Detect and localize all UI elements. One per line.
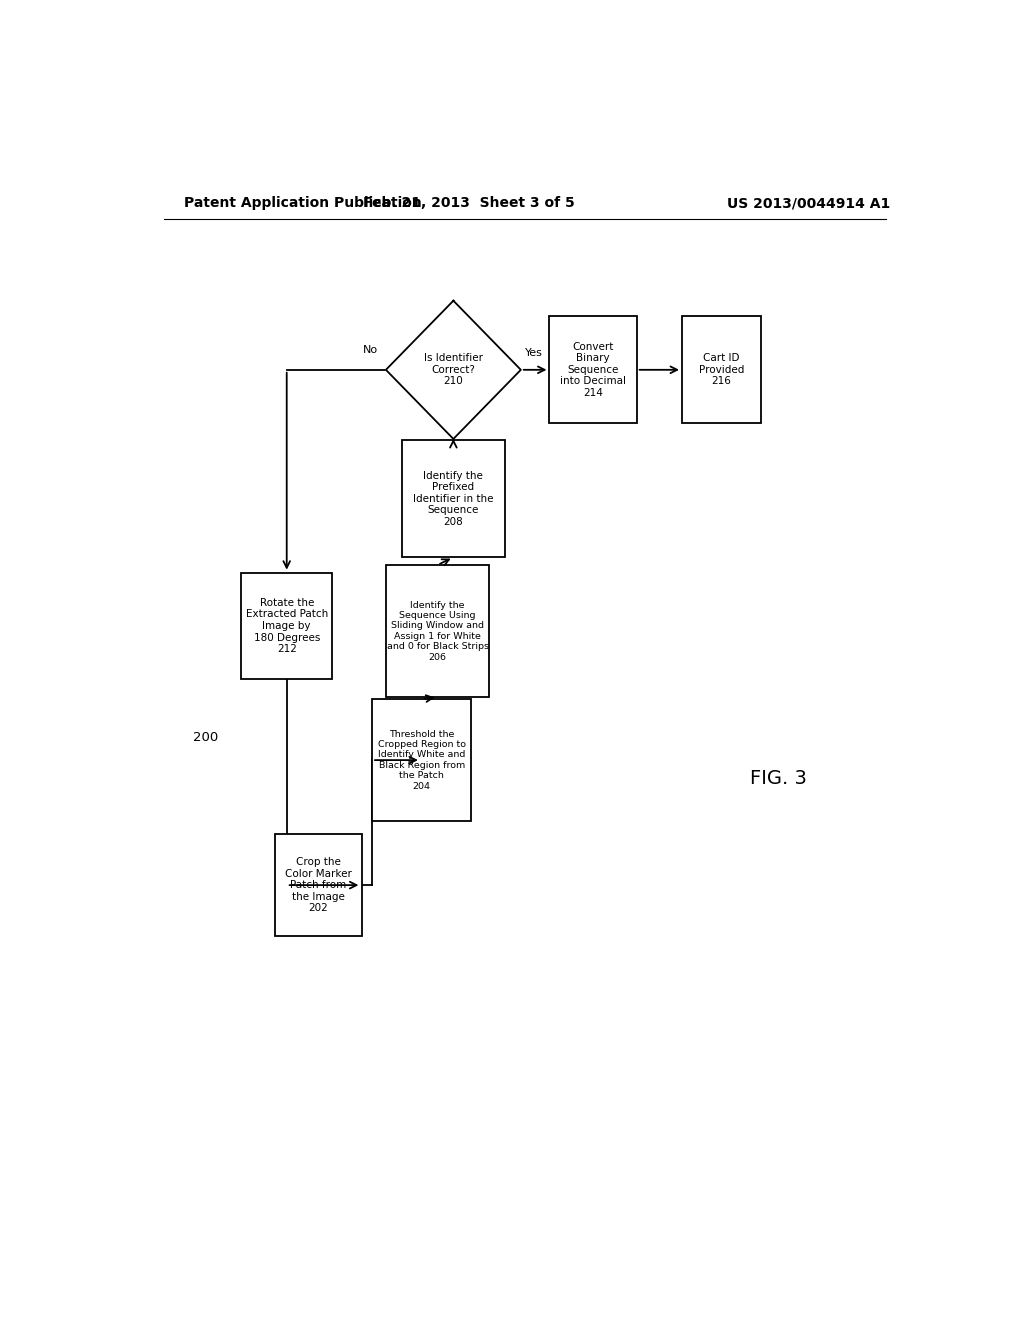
Text: Identify the
Prefixed
Identifier in the
Sequence
208: Identify the Prefixed Identifier in the … (413, 471, 494, 527)
Text: Crop the
Color Marker
Patch from
the Image
202: Crop the Color Marker Patch from the Ima… (285, 857, 352, 913)
FancyBboxPatch shape (682, 317, 761, 424)
FancyBboxPatch shape (550, 317, 637, 424)
FancyBboxPatch shape (372, 700, 471, 821)
Text: FIG. 3: FIG. 3 (751, 770, 807, 788)
Text: 200: 200 (194, 731, 218, 744)
Text: Patent Application Publication: Patent Application Publication (183, 197, 421, 210)
FancyBboxPatch shape (274, 834, 362, 936)
Text: Convert
Binary
Sequence
into Decimal
214: Convert Binary Sequence into Decimal 214 (560, 342, 626, 399)
Text: Threshold the
Cropped Region to
Identify White and
Black Region from
the Patch
2: Threshold the Cropped Region to Identify… (378, 730, 466, 791)
Text: Is Identifier
Correct?
210: Is Identifier Correct? 210 (424, 354, 483, 387)
Text: No: No (362, 345, 378, 355)
Text: Feb. 21, 2013  Sheet 3 of 5: Feb. 21, 2013 Sheet 3 of 5 (364, 197, 575, 210)
Text: Cart ID
Provided
216: Cart ID Provided 216 (699, 354, 744, 387)
Polygon shape (386, 301, 521, 440)
Text: Identify the
Sequence Using
Sliding Window and
Assign 1 for White
and 0 for Blac: Identify the Sequence Using Sliding Wind… (386, 601, 488, 661)
FancyBboxPatch shape (401, 441, 505, 557)
Text: Rotate the
Extracted Patch
Image by
180 Degrees
212: Rotate the Extracted Patch Image by 180 … (246, 598, 328, 655)
FancyBboxPatch shape (386, 565, 489, 697)
Text: Yes: Yes (524, 347, 543, 358)
FancyBboxPatch shape (241, 573, 333, 680)
Text: US 2013/0044914 A1: US 2013/0044914 A1 (727, 197, 890, 210)
